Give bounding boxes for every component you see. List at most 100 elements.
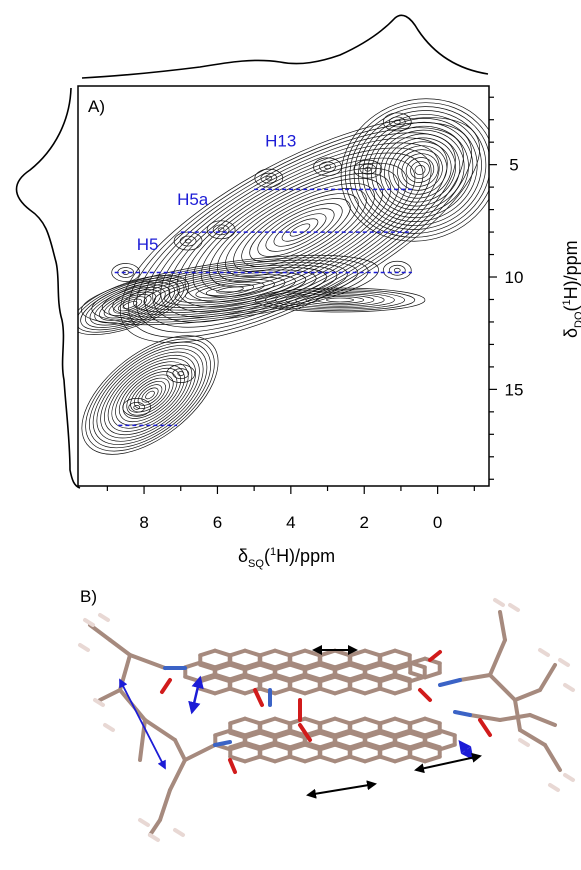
contour-peak bbox=[206, 220, 236, 240]
black-arrow bbox=[306, 780, 377, 799]
contour-line bbox=[122, 264, 338, 316]
contour-line bbox=[362, 117, 478, 223]
bond bbox=[408, 754, 427, 764]
bond bbox=[198, 686, 217, 696]
contour-line bbox=[145, 390, 155, 400]
bond bbox=[423, 656, 442, 666]
bond bbox=[513, 698, 522, 732]
contour-line bbox=[185, 279, 275, 301]
dimer-structure-image bbox=[78, 598, 575, 842]
contour-line bbox=[85, 338, 215, 452]
y-axis-label-sup: 1 bbox=[561, 299, 573, 305]
contour-peak-center bbox=[393, 267, 401, 273]
y-axis-label-sub: DQ bbox=[573, 311, 581, 328]
x-tick-label: 4 bbox=[286, 513, 295, 532]
plot-frame bbox=[77, 85, 490, 487]
contour-line bbox=[326, 297, 354, 303]
blue-arrow bbox=[119, 678, 166, 770]
contour-line bbox=[257, 203, 343, 257]
bond bbox=[438, 728, 457, 738]
contour-line bbox=[289, 223, 311, 237]
black-arrow bbox=[414, 752, 482, 774]
bond bbox=[453, 710, 472, 717]
hydrogen-bond bbox=[518, 738, 530, 747]
contour-line bbox=[80, 279, 180, 331]
bond bbox=[148, 818, 162, 837]
contour-line bbox=[126, 374, 174, 416]
contour-line bbox=[200, 167, 400, 293]
contour-line bbox=[160, 142, 440, 318]
contour-peak-core bbox=[388, 116, 406, 128]
bond bbox=[393, 740, 412, 750]
bond bbox=[228, 686, 247, 696]
contour-line bbox=[96, 348, 204, 442]
bond bbox=[258, 740, 277, 750]
contour-line bbox=[295, 293, 385, 307]
hydrogen-bond bbox=[83, 618, 95, 627]
contour-peak bbox=[382, 260, 412, 280]
bond bbox=[428, 650, 442, 662]
contour-line bbox=[208, 172, 392, 288]
contour-line bbox=[195, 281, 265, 299]
contour-peak-center bbox=[217, 227, 225, 233]
bond bbox=[363, 672, 382, 682]
contour-line bbox=[340, 98, 489, 242]
bond bbox=[288, 716, 307, 726]
bond bbox=[183, 660, 202, 670]
hydrogen-bond bbox=[78, 643, 90, 652]
bond bbox=[518, 728, 547, 747]
bond bbox=[418, 688, 432, 702]
bond bbox=[438, 742, 457, 752]
bond bbox=[108, 638, 132, 657]
x-tick-label: 2 bbox=[359, 513, 368, 532]
contour-line bbox=[184, 157, 416, 303]
bond bbox=[128, 653, 167, 670]
contour-line bbox=[78, 275, 190, 335]
contour-peak bbox=[122, 397, 152, 417]
bond bbox=[538, 663, 557, 692]
bond bbox=[468, 713, 502, 722]
bond bbox=[348, 662, 367, 672]
x-tick-label: 6 bbox=[213, 513, 222, 532]
contour-line bbox=[118, 367, 182, 423]
contour-line bbox=[130, 377, 170, 413]
bond bbox=[423, 716, 442, 726]
contour-line bbox=[353, 110, 487, 230]
contour-line bbox=[254, 287, 426, 313]
contour-line bbox=[349, 106, 489, 234]
contour-line bbox=[414, 165, 426, 175]
bond bbox=[298, 723, 312, 742]
contour-peak bbox=[382, 112, 412, 132]
contour-line bbox=[101, 259, 359, 321]
bond bbox=[243, 730, 262, 740]
bond bbox=[160, 678, 172, 694]
hydrogen-bond bbox=[138, 818, 150, 827]
contour-peak-center bbox=[324, 164, 331, 170]
bond bbox=[348, 672, 367, 682]
bond bbox=[318, 730, 337, 740]
bond bbox=[498, 713, 532, 722]
bond bbox=[528, 713, 557, 727]
bond bbox=[333, 740, 352, 750]
bond bbox=[273, 754, 292, 764]
bond bbox=[228, 730, 247, 740]
contour-line bbox=[81, 335, 219, 455]
bond bbox=[333, 716, 352, 726]
contour-line bbox=[384, 137, 456, 203]
bond bbox=[378, 686, 397, 696]
bond bbox=[333, 648, 352, 658]
contour-line bbox=[275, 290, 405, 310]
y-tick-label: 15 bbox=[505, 380, 524, 399]
x-tick-label: 8 bbox=[139, 513, 148, 532]
contour-line bbox=[392, 145, 448, 195]
contour-line bbox=[103, 354, 197, 436]
bond bbox=[288, 662, 307, 672]
bond bbox=[213, 648, 232, 658]
bond bbox=[393, 754, 412, 764]
blue-arrow bbox=[458, 740, 474, 760]
bond bbox=[363, 686, 382, 696]
bond bbox=[408, 670, 427, 680]
bond bbox=[348, 648, 367, 658]
hydrogen-bond bbox=[558, 658, 570, 667]
